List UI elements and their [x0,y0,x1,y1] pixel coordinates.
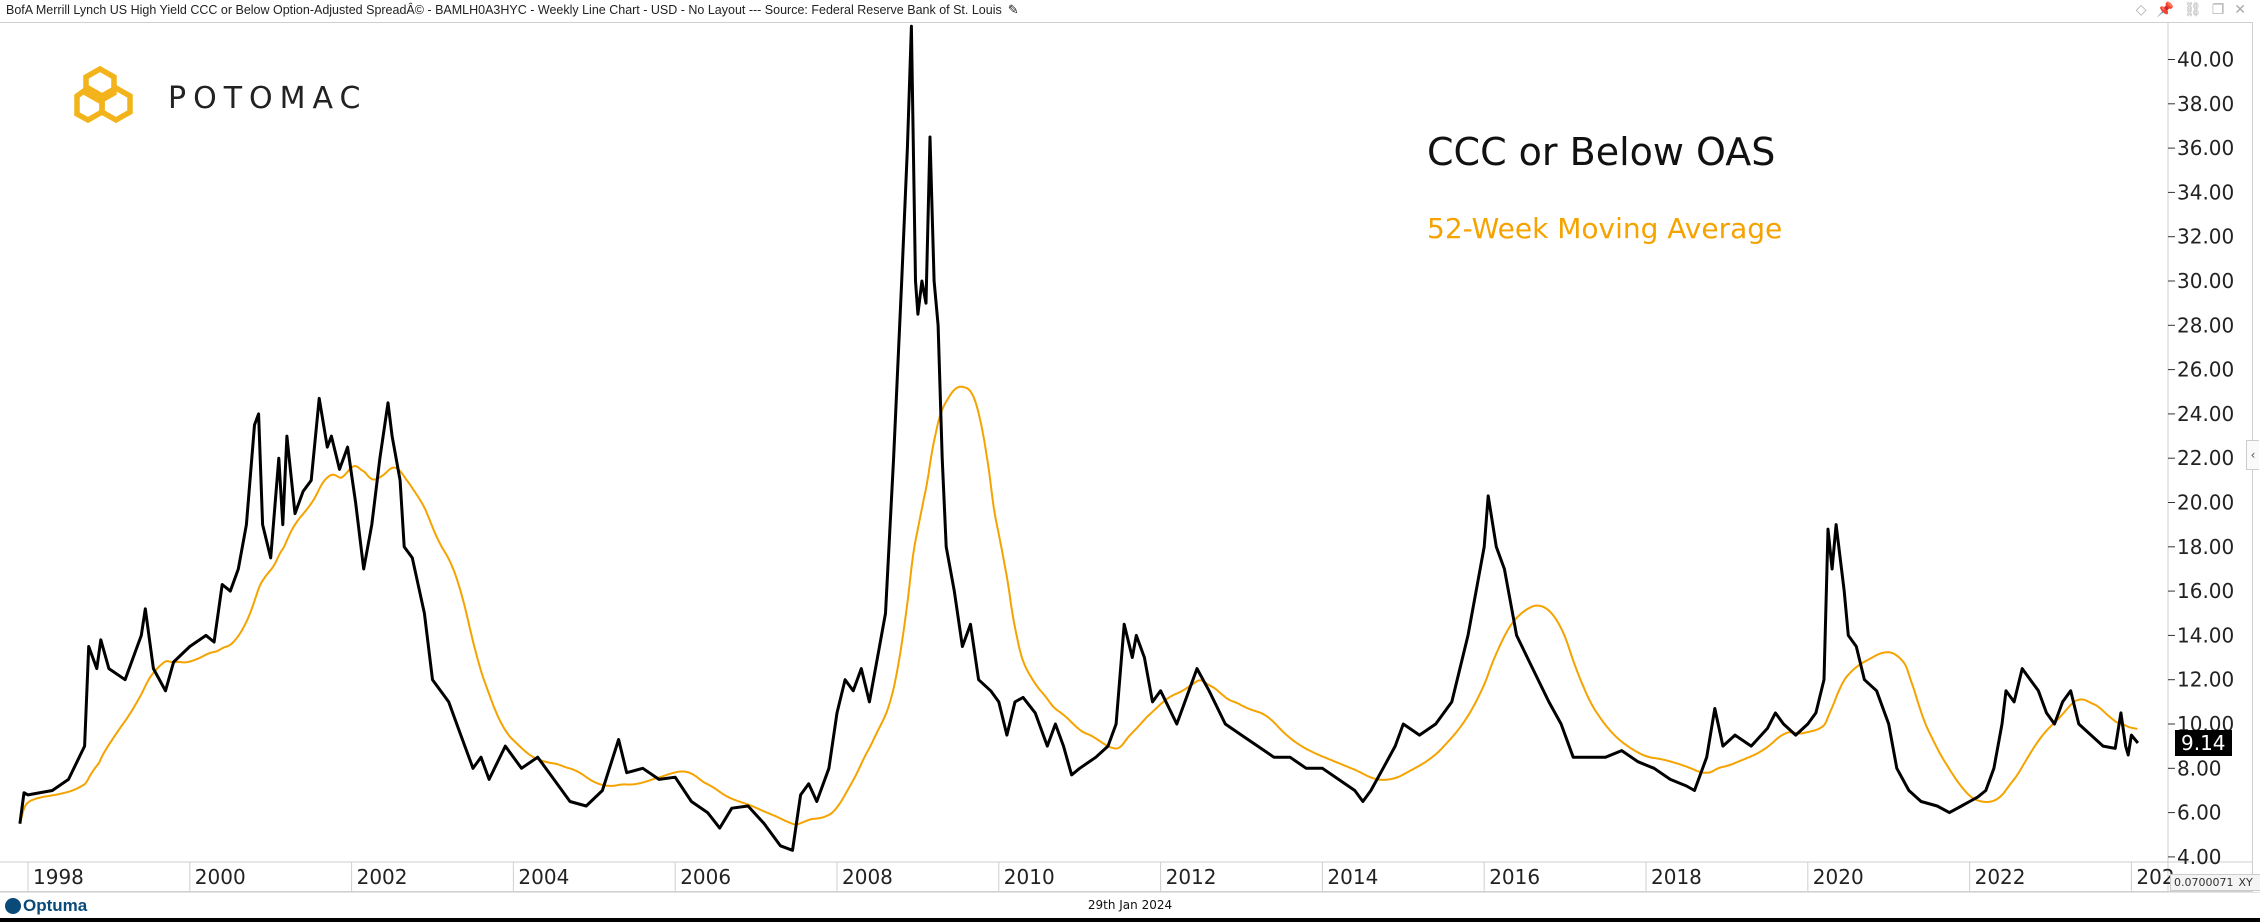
footer: Optuma 29th Jan 2024 [0,892,2260,919]
y-tick-label: 36.00 [2177,136,2234,160]
cursor-value: 0.0700071 [2174,876,2234,889]
y-tick-label: 16.00 [2177,579,2234,603]
chart-title-bar: BofA Merrill Lynch US High Yield CCC or … [0,0,2260,20]
potomac-logo: POTOMAC [74,66,367,130]
hexagon-logo-icon [74,66,133,124]
x-tick-label: 2004 [518,865,569,889]
optuma-text: Optuma [23,896,88,915]
y-tick-label: 14.00 [2177,623,2234,647]
y-tick-label: 4.00 [2177,845,2222,869]
window-controls: ◇ 📌 ⛓ ❐ ✕ [2136,0,2246,20]
y-tick-label: 38.00 [2177,92,2234,116]
chart-title: BofA Merrill Lynch US High Yield CCC or … [6,3,1002,17]
last-value-label: 9.14 [2175,730,2232,756]
xy-label[interactable]: XY [2238,876,2253,889]
restore-icon[interactable]: ❐ [2211,2,2225,18]
x-tick-label: 2010 [1004,865,1055,889]
y-tick-label: 8.00 [2177,756,2222,780]
x-tick-label: 202 [2136,865,2174,889]
optuma-logo: Optuma [5,896,87,916]
x-tick-label: 2000 [195,865,246,889]
diamond-icon[interactable]: ◇ [2135,2,2147,18]
y-tick-label: 34.00 [2177,180,2234,204]
y-tick-label: 22.00 [2177,446,2234,470]
logo-text: POTOMAC [168,80,368,116]
y-tick-label: 12.00 [2177,668,2234,692]
x-tick-label: 2014 [1327,865,1378,889]
oas-series-line [18,24,2140,852]
optuma-icon [5,898,21,914]
y-tick-label: 32.00 [2177,225,2234,249]
x-tick-label: 2016 [1489,865,1540,889]
x-tick-label: 2002 [357,865,408,889]
cursor-readout: 0.0700071 XY 🔒 [2170,874,2260,891]
moving-average-line [18,385,2138,826]
x-tick-label: 2020 [1813,865,1864,889]
pencil-icon[interactable]: ✎ [1007,2,1019,17]
x-tick-label: 2012 [1166,865,1217,889]
y-tick-label: 40.00 [2177,48,2234,72]
y-tick-label: 18.00 [2177,535,2234,559]
ma-annotation: 52-Week Moving Average [1427,212,1783,245]
y-tick-label: 20.00 [2177,491,2234,515]
collapse-panel-button[interactable]: ‹ [2246,440,2259,470]
lock-icon[interactable]: 🔒 [2258,876,2260,889]
bottom-bar [0,918,2260,922]
series-annotation: CCC or Below OAS [1427,130,1776,174]
pin-icon[interactable]: 📌 [2156,2,2174,18]
x-tick-label: 1998 [33,865,84,889]
x-tick-label: 2008 [842,865,893,889]
y-tick-label: 28.00 [2177,313,2234,337]
link-icon[interactable]: ⛓ [2183,2,2202,18]
y-tick-label: 24.00 [2177,402,2234,426]
y-tick-label: 30.00 [2177,269,2234,293]
y-tick-label: 6.00 [2177,801,2222,825]
x-tick-label: 2018 [1651,865,1702,889]
close-icon[interactable]: ✕ [2234,2,2246,18]
x-tick-label: 2022 [1975,865,2026,889]
chart-date: 29th Jan 2024 [1087,898,1173,912]
y-tick-label: 26.00 [2177,358,2234,382]
x-tick-label: 2006 [680,865,731,889]
